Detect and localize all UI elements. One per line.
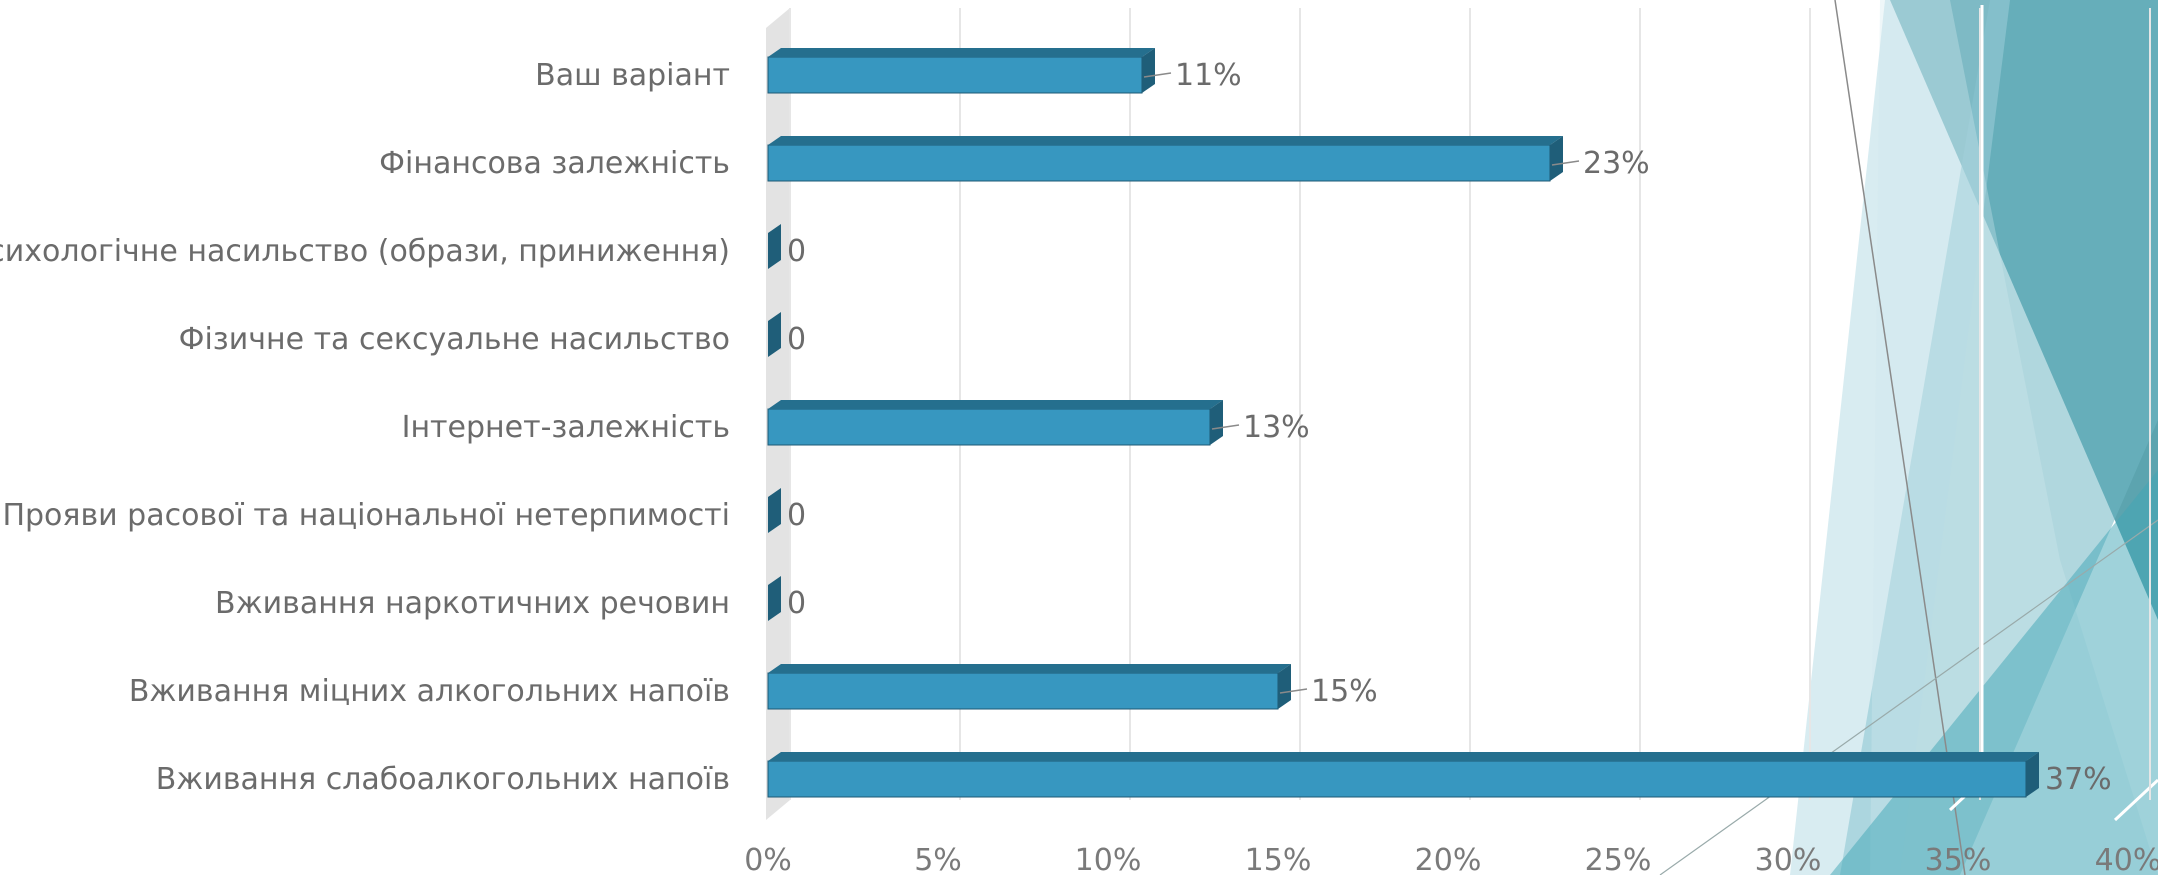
bar-top bbox=[768, 752, 2039, 761]
decor-shape bbox=[1840, 0, 2158, 875]
bar bbox=[768, 312, 781, 357]
value-label: 0 bbox=[787, 498, 806, 533]
bar-side bbox=[1142, 48, 1155, 93]
leader-line bbox=[1143, 72, 1172, 78]
value-label: 11% bbox=[1175, 58, 1242, 93]
x-axis-tick-labels: 0% 5% 10% 15% 20% 25% 30% 35% 40% bbox=[744, 843, 2158, 875]
category-label: Інтернет-залежність bbox=[402, 410, 730, 445]
category-label: Вживання слабоалкогольних напоїв bbox=[156, 762, 730, 797]
category-label: Психологічне насильство (образи, приниже… bbox=[0, 234, 730, 269]
value-label: 0 bbox=[787, 322, 806, 357]
x-tick-label: 15% bbox=[1245, 843, 1312, 875]
bar-top bbox=[768, 400, 1223, 409]
value-label: 0 bbox=[787, 234, 806, 269]
bar bbox=[767, 752, 2039, 798]
bar-series bbox=[767, 48, 2039, 798]
value-label: 23% bbox=[1583, 146, 1650, 181]
leader-line bbox=[1211, 424, 1240, 430]
x-tick-label: 30% bbox=[1755, 843, 1822, 875]
bar bbox=[767, 400, 1223, 446]
leader-line bbox=[1551, 160, 1580, 166]
bar-front bbox=[767, 144, 1551, 182]
category-label: Вживання міцних алкогольних напоїв bbox=[129, 674, 730, 709]
bar-top bbox=[768, 664, 1291, 673]
value-label: 37% bbox=[2045, 762, 2112, 797]
bar-side bbox=[768, 488, 781, 533]
bar bbox=[767, 48, 1155, 94]
decorative-background bbox=[1659, 0, 2158, 875]
value-label: 15% bbox=[1311, 674, 1378, 709]
bar-front bbox=[767, 408, 1211, 446]
x-tick-label: 0% bbox=[744, 843, 792, 875]
bar-side bbox=[1210, 400, 1223, 445]
bar-top bbox=[768, 48, 1155, 57]
bar-side bbox=[1278, 664, 1291, 709]
x-tick-label: 5% bbox=[914, 843, 962, 875]
category-label: Фізичне та сексуальне насильство bbox=[179, 322, 730, 357]
bar-front bbox=[767, 56, 1143, 94]
bar-front bbox=[767, 672, 1279, 710]
category-label: Фінансова залежність bbox=[379, 146, 730, 181]
bar-side bbox=[1550, 136, 1563, 181]
bar bbox=[768, 488, 781, 533]
bar-side bbox=[768, 312, 781, 357]
bar bbox=[768, 576, 781, 621]
category-label: Ваш варіант bbox=[535, 58, 730, 93]
bar-side bbox=[768, 576, 781, 621]
decor-line bbox=[1834, 0, 1966, 875]
x-tick-label: 40% bbox=[2095, 843, 2158, 875]
bar bbox=[767, 664, 1291, 710]
bar-side bbox=[768, 224, 781, 269]
value-label: 0 bbox=[787, 586, 806, 621]
bar bbox=[768, 224, 781, 269]
category-labels: Ваш варіант Фінансова залежність Психологі… bbox=[0, 58, 730, 797]
bar-front bbox=[767, 760, 2027, 798]
data-labels: 11% 23% 0 0 13% 0 0 15% 37% bbox=[787, 58, 2112, 797]
x-tick-label: 20% bbox=[1415, 843, 1482, 875]
bar-top bbox=[768, 136, 1563, 145]
x-tick-label: 25% bbox=[1585, 843, 1652, 875]
bar-side bbox=[2026, 752, 2039, 797]
x-tick-label: 35% bbox=[1925, 843, 1992, 875]
category-label: Вживання наркотичних речовин bbox=[215, 586, 730, 621]
leader-line bbox=[1279, 688, 1308, 694]
x-tick-label: 10% bbox=[1075, 843, 1142, 875]
value-label: 13% bbox=[1243, 410, 1310, 445]
decor-line bbox=[1659, 519, 2158, 875]
bar bbox=[767, 136, 1563, 182]
category-label: Прояви расової та національної нетерпимо… bbox=[2, 498, 730, 533]
